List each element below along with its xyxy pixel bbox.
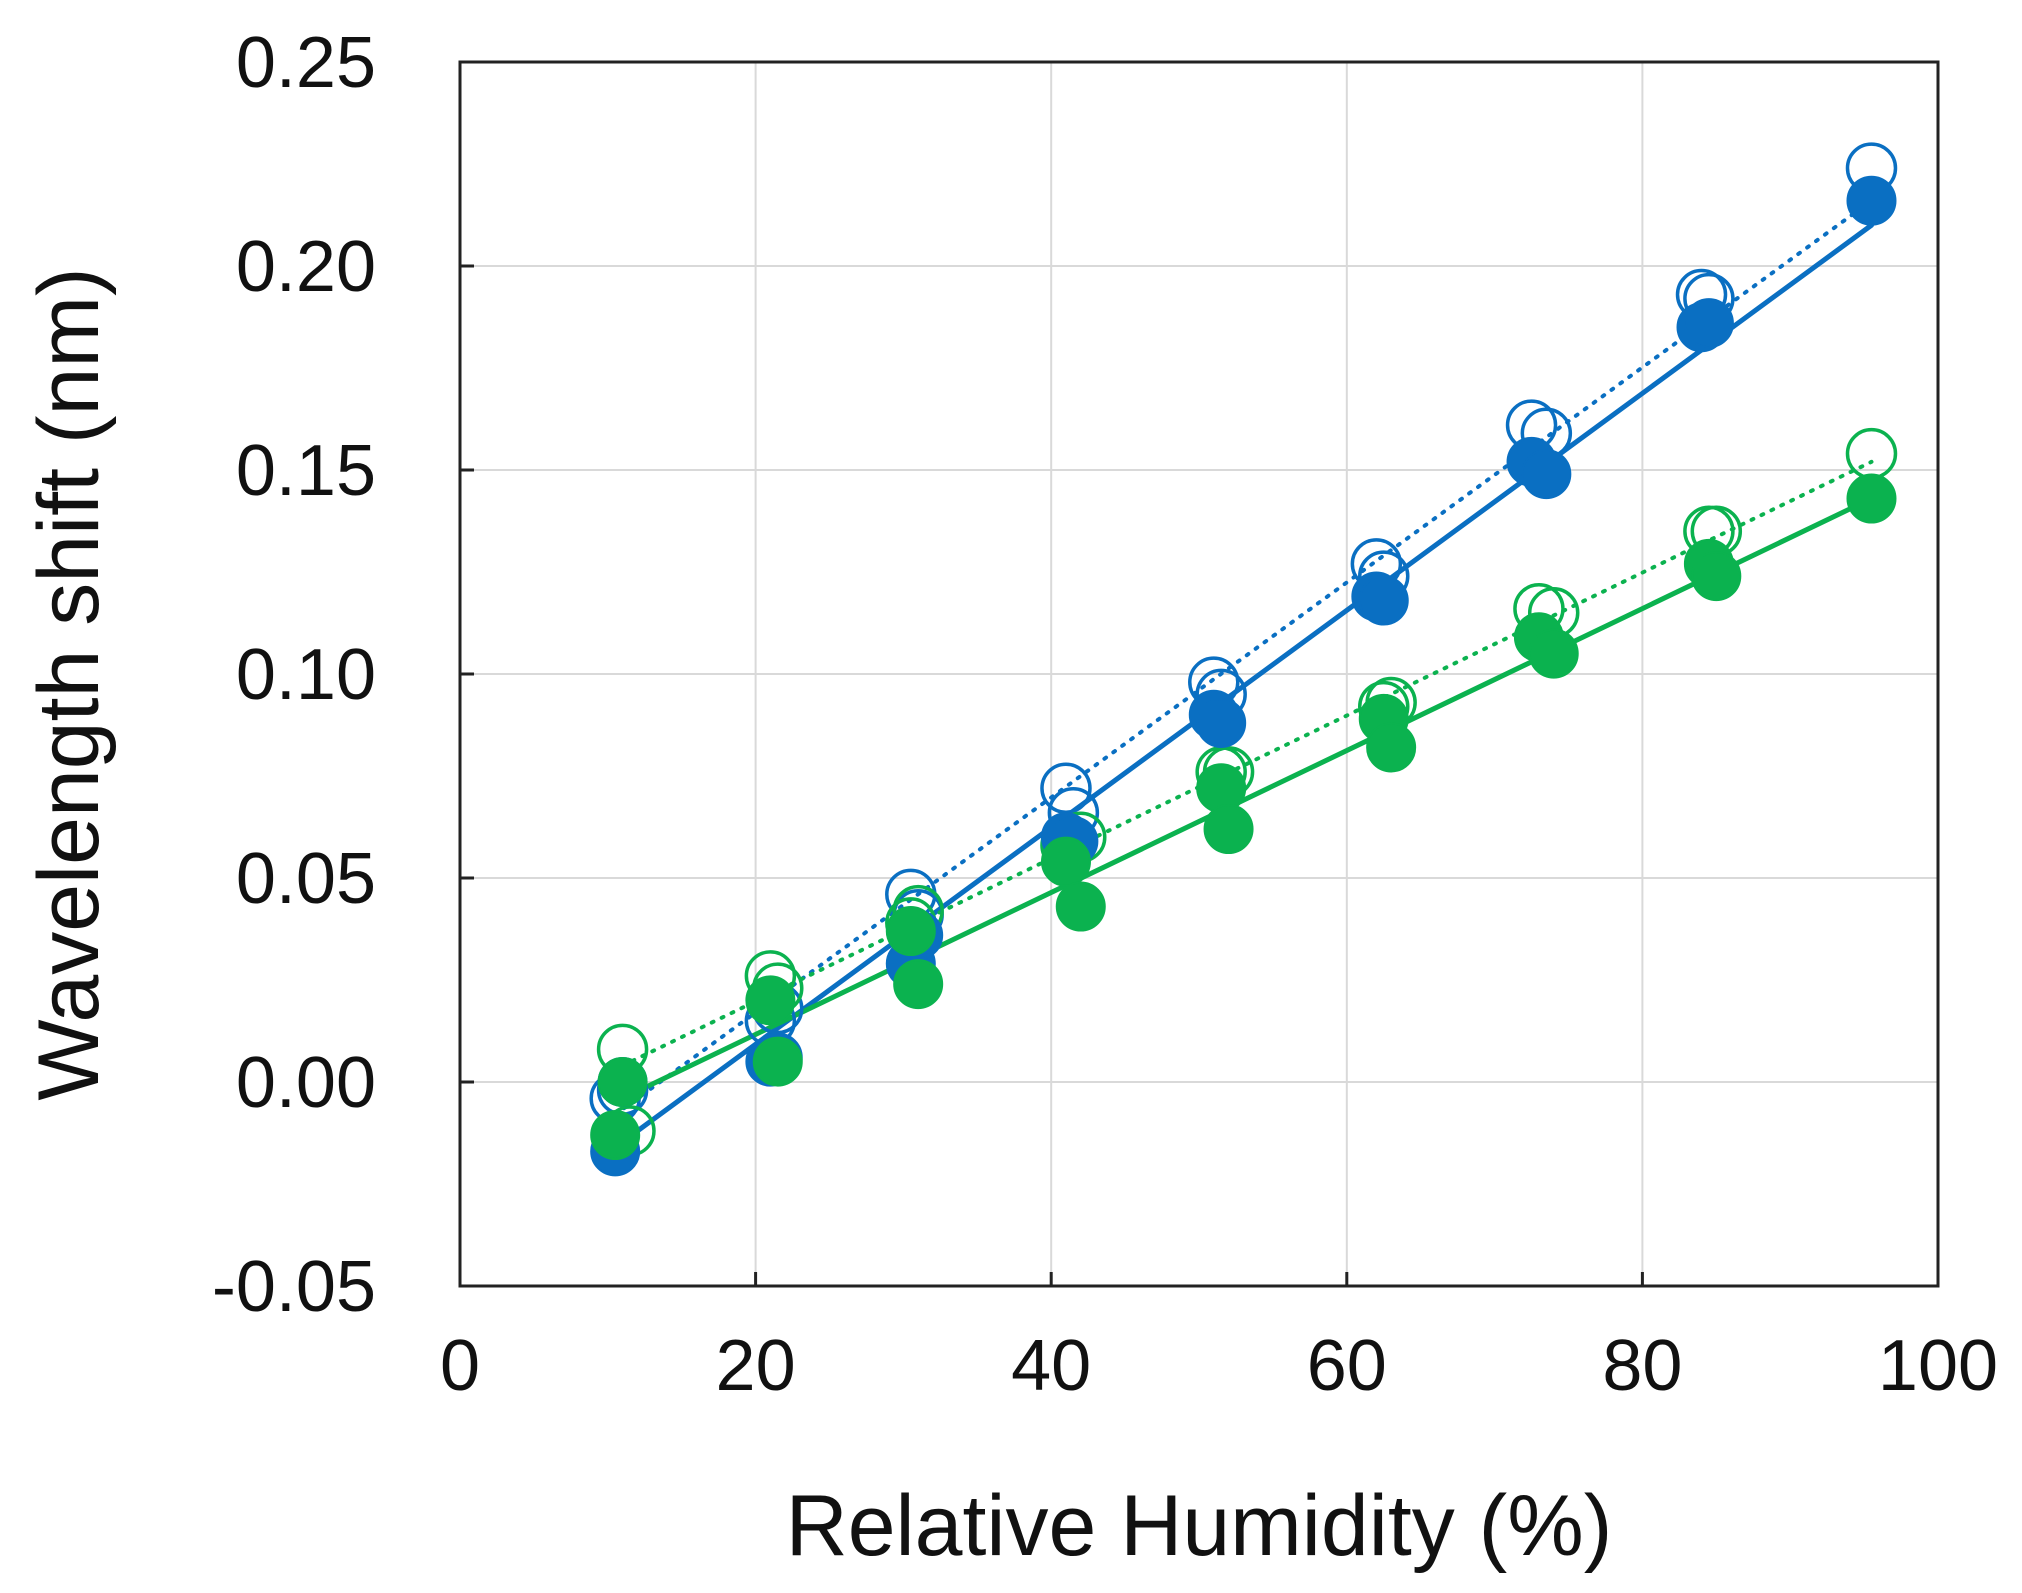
data-point-filled xyxy=(1521,449,1572,500)
labels-layer: 0 20 40 60 80 100 -0.05 0.00 0.05 0.10 0.15 0.20 0.2… xyxy=(212,23,1998,1406)
x-tick-label: 40 xyxy=(1011,1326,1091,1406)
data-point-filled xyxy=(1196,763,1247,814)
y-tick-label: 0.00 xyxy=(236,1043,376,1123)
axes-layer xyxy=(458,60,1940,1288)
data-point-filled xyxy=(1683,298,1734,349)
y-tick-label: 0.25 xyxy=(236,23,376,103)
x-tick-label: 0 xyxy=(440,1326,480,1406)
fit-line-solid xyxy=(620,496,1874,1101)
data-point-filled xyxy=(1055,881,1106,932)
data-point-filled xyxy=(1203,804,1254,855)
data-point-filled xyxy=(1846,175,1897,226)
x-tick-label: 60 xyxy=(1307,1326,1387,1406)
data-point-filled xyxy=(885,906,936,957)
data-point-filled xyxy=(745,975,796,1026)
data-point-filled xyxy=(1528,628,1579,679)
data-point-open xyxy=(1845,427,1898,480)
data-point-filled xyxy=(597,1057,648,1107)
data-point-filled xyxy=(1040,836,1091,887)
x-tick-label: 80 xyxy=(1602,1326,1682,1406)
y-tick-label: 0.05 xyxy=(236,839,376,919)
data-point-filled xyxy=(1196,697,1247,748)
data-point-filled xyxy=(1846,473,1897,524)
data-point-filled xyxy=(1691,551,1742,602)
x-tick-label: 20 xyxy=(716,1326,796,1406)
data-point-filled xyxy=(893,959,944,1010)
y-tick-label: 0.10 xyxy=(236,635,376,715)
y-axis-title: Wavelength shift (nm) xyxy=(21,267,117,1100)
data-point-filled xyxy=(752,1036,803,1087)
x-tick-label: 100 xyxy=(1878,1326,1998,1406)
y-tick-label: 0.15 xyxy=(236,431,376,511)
y-tick-label: -0.05 xyxy=(212,1247,376,1327)
data-point-filled xyxy=(590,1110,641,1161)
data-point-filled xyxy=(1358,575,1409,626)
y-tick-label: 0.20 xyxy=(236,227,376,307)
markers-layer xyxy=(589,142,1898,1177)
x-axis-title: Relative Humidity (%) xyxy=(786,1478,1613,1574)
fit-line-dotted xyxy=(620,459,1874,1068)
data-point-filled xyxy=(1366,722,1417,773)
